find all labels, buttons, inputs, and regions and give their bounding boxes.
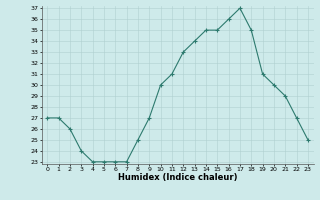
X-axis label: Humidex (Indice chaleur): Humidex (Indice chaleur) [118,173,237,182]
